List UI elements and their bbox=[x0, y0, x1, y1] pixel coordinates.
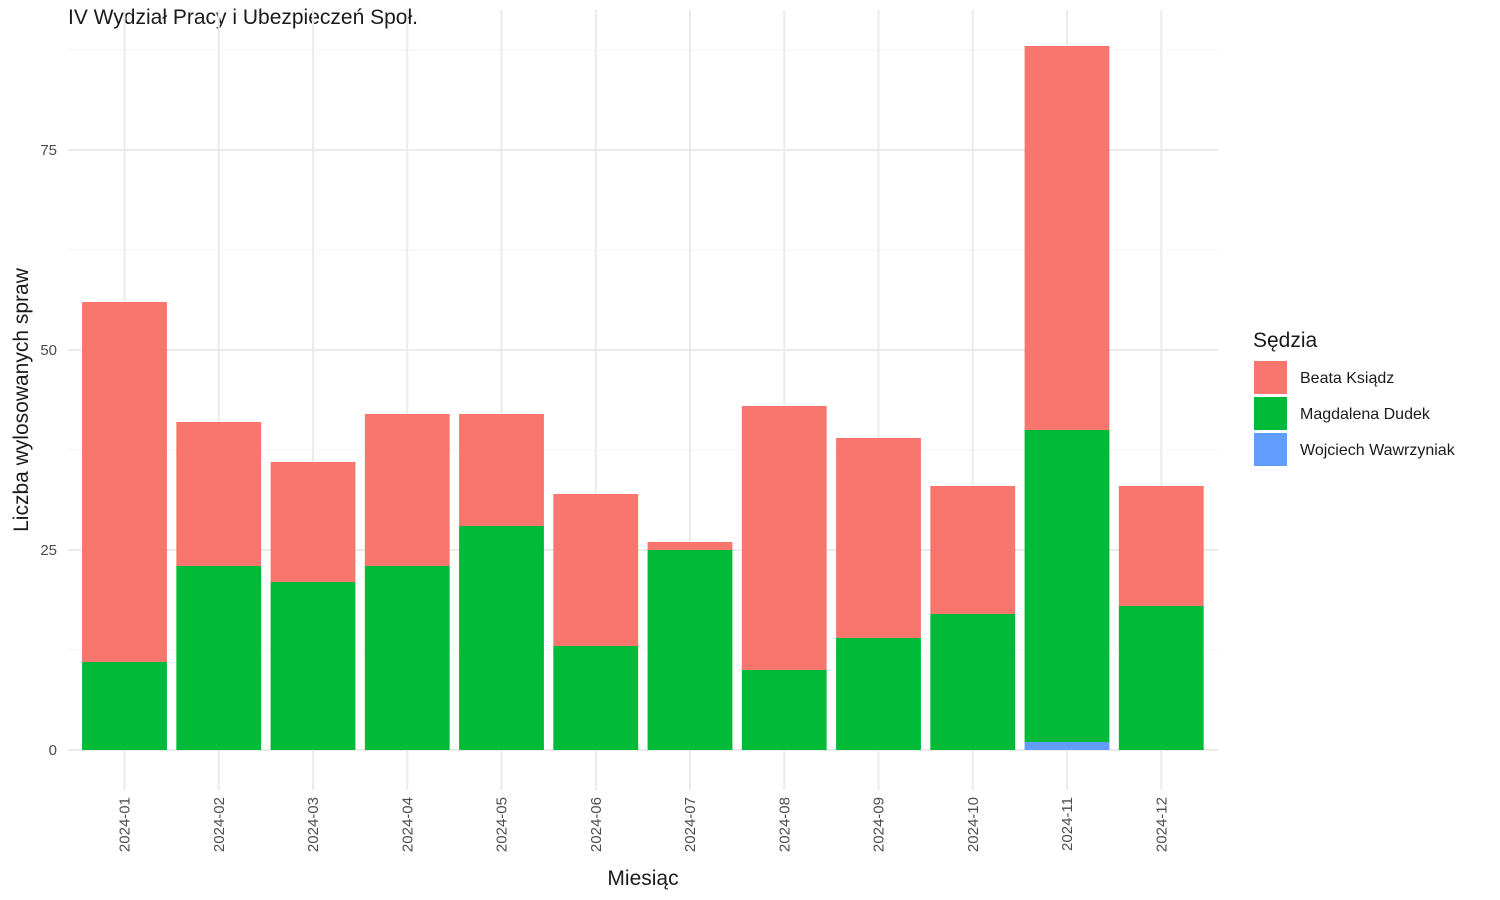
bar-2024-02-beata-ksiądz bbox=[176, 422, 262, 566]
legend-label: Wojciech Wawrzyniak bbox=[1300, 442, 1456, 459]
x-tick-label: 2024-05 bbox=[494, 797, 511, 852]
y-tick-label: 50 bbox=[40, 342, 57, 359]
bar-2024-10-beata-ksiądz bbox=[930, 486, 1016, 614]
legend: Sędzia Beata Ksiądz Magdalena Dudek Wojcie… bbox=[1253, 329, 1456, 466]
x-tick-label: 2024-07 bbox=[682, 797, 699, 852]
chart-title: IV Wydział Pracy i Ubezpieczeń Społ. bbox=[68, 6, 418, 29]
x-tick-label: 2024-10 bbox=[965, 797, 982, 852]
legend-title: Sędzia bbox=[1253, 329, 1318, 352]
x-tick-label: 2024-03 bbox=[305, 797, 322, 852]
bar-2024-01-magdalena-dudek bbox=[82, 662, 167, 750]
bar-2024-04-beata-ksiądz bbox=[364, 414, 450, 566]
y-tick-label: 0 bbox=[49, 742, 57, 759]
bar-2024-06-beata-ksiądz bbox=[553, 494, 639, 646]
bar-2024-10-magdalena-dudek bbox=[930, 614, 1016, 750]
x-tick-label: 2024-09 bbox=[871, 797, 888, 852]
bar-2024-08-beata-ksiądz bbox=[741, 406, 827, 670]
bar-2024-05-beata-ksiądz bbox=[459, 414, 544, 526]
bar-2024-02-magdalena-dudek bbox=[176, 566, 262, 750]
legend-label: Beata Ksiądz bbox=[1300, 370, 1394, 387]
bar-2024-11-wojciech-wawrzyniak bbox=[1024, 742, 1110, 750]
x-tick-label: 2024-02 bbox=[211, 797, 228, 852]
legend-swatch-wojciech-wawrzyniak bbox=[1254, 433, 1287, 466]
bar-2024-11-beata-ksiądz bbox=[1024, 46, 1110, 430]
legend-label: Magdalena Dudek bbox=[1300, 406, 1431, 423]
x-tick-label: 2024-08 bbox=[776, 797, 793, 852]
legend-swatch-beata-ksiądz bbox=[1254, 361, 1287, 394]
bar-2024-05-magdalena-dudek bbox=[459, 526, 544, 750]
x-tick-label: 2024-06 bbox=[588, 797, 605, 852]
x-tick-label: 2024-01 bbox=[117, 797, 134, 852]
bar-2024-01-beata-ksiądz bbox=[82, 302, 167, 662]
x-tick-label: 2024-12 bbox=[1153, 797, 1170, 852]
bar-2024-04-magdalena-dudek bbox=[364, 566, 450, 750]
bar-2024-12-beata-ksiądz bbox=[1118, 486, 1204, 606]
x-axis-ticks: 2024-01 2024-02 2024-03 2024-04 2024-05 2024-… bbox=[117, 797, 1171, 852]
y-tick-label: 75 bbox=[40, 142, 57, 159]
bar-2024-11-magdalena-dudek bbox=[1024, 430, 1110, 742]
x-tick-label: 2024-11 bbox=[1059, 797, 1076, 851]
bar-2024-07-magdalena-dudek bbox=[647, 550, 733, 750]
bar-2024-09-magdalena-dudek bbox=[836, 638, 921, 750]
bar-2024-07-beata-ksiądz bbox=[647, 542, 733, 550]
legend-swatch-magdalena-dudek bbox=[1254, 397, 1287, 430]
y-tick-label: 25 bbox=[40, 542, 57, 559]
bar-2024-09-beata-ksiądz bbox=[836, 438, 921, 638]
y-axis-ticks: 0 25 50 75 bbox=[40, 142, 57, 759]
bar-2024-06-magdalena-dudek bbox=[553, 646, 639, 750]
x-tick-label: 2024-04 bbox=[399, 797, 416, 852]
y-axis-title: Liczba wylosowanych spraw bbox=[10, 267, 33, 532]
bars bbox=[82, 46, 1204, 750]
x-axis-title: Miesiąc bbox=[607, 867, 678, 890]
bar-2024-12-magdalena-dudek bbox=[1118, 606, 1204, 750]
bar-2024-03-beata-ksiądz bbox=[270, 462, 356, 582]
bar-2024-03-magdalena-dudek bbox=[270, 582, 356, 750]
bar-2024-08-magdalena-dudek bbox=[741, 670, 827, 750]
